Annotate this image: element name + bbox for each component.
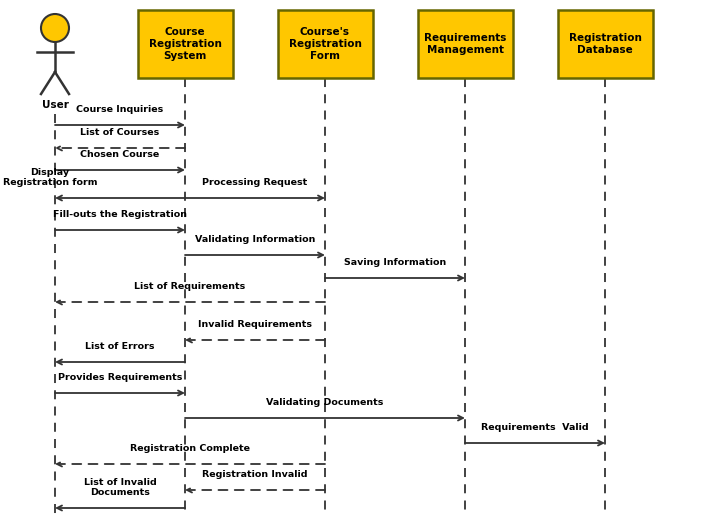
Text: Display
Registration form: Display Registration form xyxy=(3,168,97,187)
Text: Course Inquiries: Course Inquiries xyxy=(76,105,163,114)
Text: Validating Information: Validating Information xyxy=(195,235,315,244)
Text: Requirements
Management: Requirements Management xyxy=(424,33,506,55)
Bar xyxy=(557,10,652,78)
Text: List of Courses: List of Courses xyxy=(81,128,160,137)
Text: Registration Complete: Registration Complete xyxy=(130,444,250,453)
Text: Chosen Course: Chosen Course xyxy=(81,150,160,159)
Text: List of Requirements: List of Requirements xyxy=(135,282,246,291)
Text: List of Errors: List of Errors xyxy=(85,342,155,351)
Text: Provides Requirements: Provides Requirements xyxy=(58,373,182,382)
Text: Course's
Registration
Form: Course's Registration Form xyxy=(289,27,361,62)
Text: Course
Registration
System: Course Registration System xyxy=(148,27,222,62)
Bar xyxy=(277,10,372,78)
Text: List of Invalid
Documents: List of Invalid Documents xyxy=(84,478,156,497)
Text: Validating Documents: Validating Documents xyxy=(266,398,384,407)
Text: Processing Request: Processing Request xyxy=(202,178,307,187)
Text: Saving Information: Saving Information xyxy=(344,258,446,267)
Text: Fill-outs the Registration: Fill-outs the Registration xyxy=(53,210,187,219)
Bar xyxy=(138,10,233,78)
Text: Invalid Requirements: Invalid Requirements xyxy=(198,320,312,329)
Text: Registration
Database: Registration Database xyxy=(569,33,642,55)
Text: User: User xyxy=(42,100,68,110)
Circle shape xyxy=(41,14,69,42)
Bar xyxy=(418,10,513,78)
Text: Requirements  Valid: Requirements Valid xyxy=(481,423,589,432)
Text: Registration Invalid: Registration Invalid xyxy=(202,470,307,479)
